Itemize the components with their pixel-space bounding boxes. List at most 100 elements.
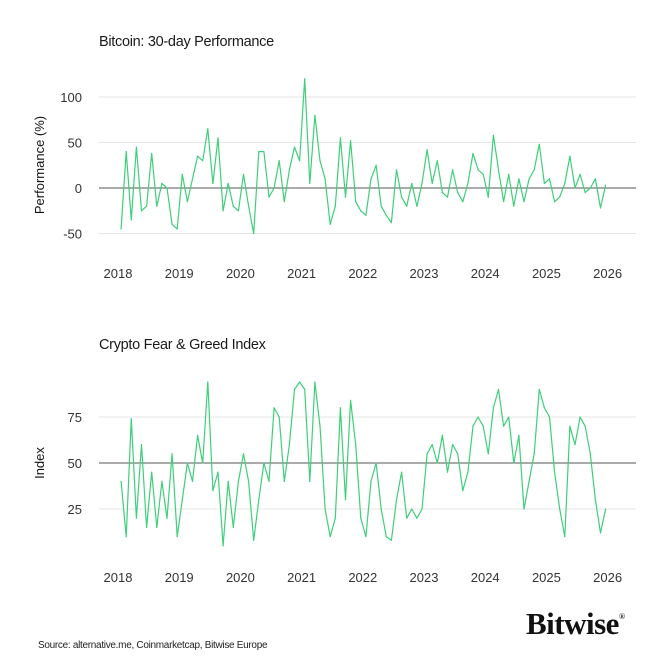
data-point: [151, 152, 153, 155]
data-point: [497, 169, 500, 171]
data-point: [426, 149, 428, 151]
x-tick-label: 2021: [287, 570, 316, 585]
data-point: [604, 508, 607, 510]
data-point: [579, 416, 581, 418]
data-point: [273, 407, 275, 409]
data-point: [360, 210, 362, 212]
data-point: [298, 381, 301, 383]
data-point: [125, 151, 127, 153]
data-point: [584, 425, 586, 427]
data-point: [559, 196, 561, 198]
data-point: [130, 219, 132, 221]
data-point: [202, 462, 204, 464]
data-point: [574, 187, 576, 189]
y-axis-label: Index: [32, 447, 47, 479]
data-point: [247, 205, 250, 207]
x-tick-label: 2021: [287, 266, 316, 281]
data-point: [273, 187, 275, 189]
data-point: [477, 169, 479, 171]
data-point: [181, 173, 183, 175]
data-point: [395, 169, 398, 171]
data-point: [380, 205, 382, 207]
data-point: [334, 517, 336, 519]
data-point: [191, 178, 194, 180]
data-point: [247, 480, 250, 482]
data-point: [441, 434, 443, 436]
data-point: [344, 499, 347, 501]
data-point: [370, 178, 372, 180]
data-point: [196, 155, 199, 157]
x-tick-label: 2024: [471, 266, 500, 281]
data-point: [309, 480, 311, 482]
data-point: [196, 434, 199, 436]
data-point: [467, 182, 469, 185]
data-point: [446, 196, 449, 198]
data-point: [186, 462, 188, 464]
x-tick-label: 2023: [410, 266, 439, 281]
data-point: [242, 453, 245, 455]
y-tick-label: -50: [63, 227, 82, 242]
data-point: [400, 471, 403, 473]
data-point: [145, 526, 148, 529]
chart-title-performance: Bitcoin: 30-day Performance: [99, 34, 274, 50]
data-point: [390, 221, 392, 224]
data-point: [451, 444, 454, 446]
x-tick-label: 2018: [104, 570, 133, 585]
data-point: [202, 160, 204, 162]
data-point: [497, 388, 500, 390]
data-point: [400, 196, 403, 198]
data-point: [604, 184, 607, 186]
data-point: [156, 526, 158, 529]
y-tick-label: 100: [60, 90, 82, 105]
data-point: [502, 425, 505, 427]
data-point: [298, 160, 301, 162]
data-point: [329, 223, 331, 225]
data-point: [385, 536, 387, 538]
x-tick-label: 2022: [348, 570, 377, 585]
data-point: [528, 480, 530, 482]
data-point: [293, 388, 296, 390]
data-point: [309, 182, 311, 185]
data-point: [457, 191, 459, 194]
data-point: [171, 223, 173, 225]
data-point: [513, 462, 515, 464]
data-point: [288, 169, 290, 171]
data-point: [288, 444, 290, 446]
data-point: [304, 388, 306, 390]
data-point: [390, 539, 392, 541]
x-tick-label: 2018: [104, 266, 133, 281]
data-point: [319, 160, 321, 162]
data-point: [502, 201, 505, 203]
data-point: [334, 205, 336, 207]
data-point: [441, 191, 443, 194]
chart-title-fear-greed: Crypto Fear & Greed Index: [99, 337, 266, 353]
data-point: [329, 536, 331, 538]
data-point: [268, 196, 270, 198]
data-point: [253, 539, 255, 541]
data-point: [533, 453, 535, 455]
data-point: [584, 191, 586, 194]
x-tick-label: 2026: [593, 570, 622, 585]
data-point: [431, 182, 433, 185]
data-point: [436, 462, 438, 464]
data-point: [207, 128, 209, 130]
logo-text: Bitwise: [526, 606, 619, 641]
data-point: [411, 182, 413, 185]
data-point: [375, 164, 377, 166]
data-point: [324, 178, 326, 180]
data-point: [365, 536, 367, 538]
data-point: [543, 407, 545, 409]
data-point: [222, 210, 224, 212]
data-point: [217, 471, 219, 473]
data-point: [579, 173, 581, 175]
data-point: [543, 182, 545, 185]
data-point: [518, 434, 520, 436]
y-tick-label: 25: [68, 502, 82, 517]
data-point: [217, 137, 219, 139]
data-point: [161, 480, 163, 482]
data-point: [344, 196, 347, 198]
data-point: [564, 182, 566, 185]
data-point: [589, 453, 591, 455]
data-point: [130, 418, 132, 420]
